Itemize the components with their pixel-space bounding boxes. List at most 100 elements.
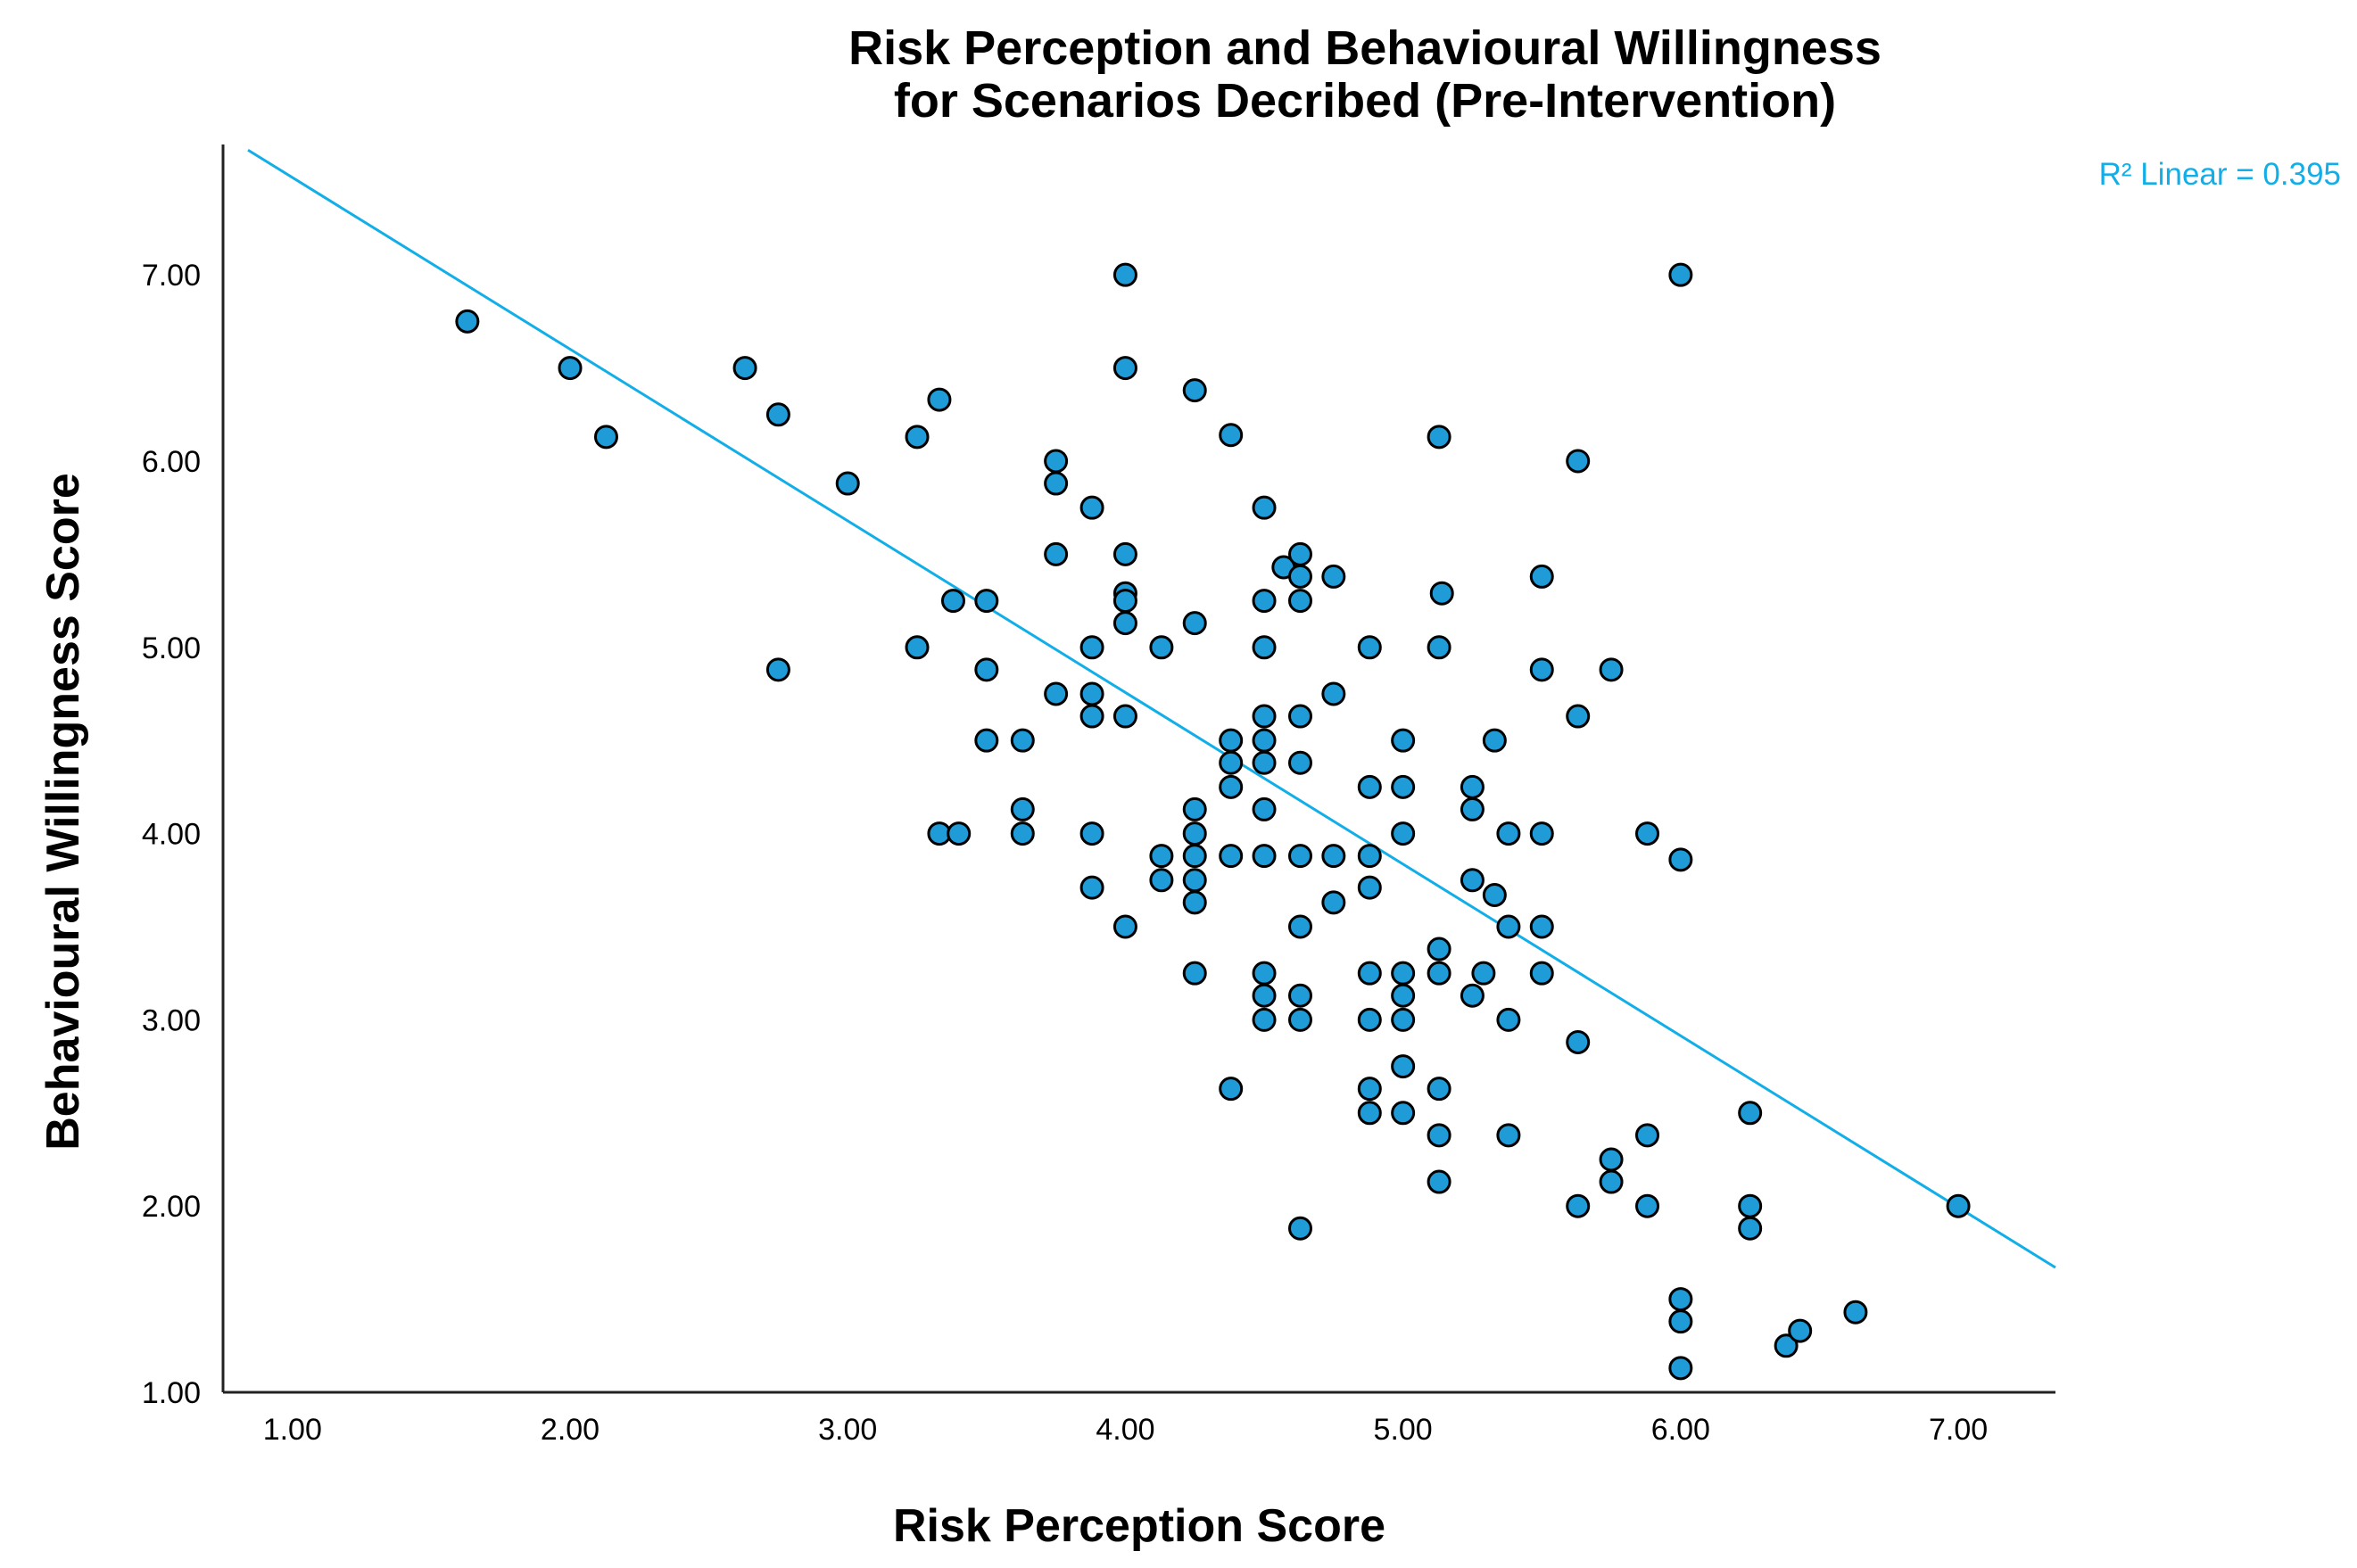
data-point xyxy=(1112,704,1137,729)
data-point xyxy=(1182,890,1207,915)
data-point xyxy=(1496,914,1521,939)
data-point xyxy=(1460,796,1484,821)
data-point xyxy=(1529,821,1554,846)
axes xyxy=(221,144,2055,1394)
data-point xyxy=(1357,774,1382,799)
data-point xyxy=(1079,821,1104,846)
y-tick-label: 7.00 xyxy=(142,259,201,293)
data-point xyxy=(1599,1169,1624,1194)
chart-title-line-2: for Scenarios Decribed (Pre-Intervention… xyxy=(894,74,1836,128)
x-tick-label: 5.00 xyxy=(1374,1413,1433,1447)
x-tick-label: 4.00 xyxy=(1096,1413,1154,1447)
data-point xyxy=(1288,844,1313,869)
data-point xyxy=(1182,611,1207,636)
data-point xyxy=(1219,728,1244,753)
data-point xyxy=(1566,449,1591,474)
data-point xyxy=(1112,541,1137,566)
data-point xyxy=(1529,657,1554,682)
data-point xyxy=(1357,961,1382,986)
data-point xyxy=(1427,635,1451,660)
data-point xyxy=(1288,750,1313,775)
data-point xyxy=(1321,844,1346,869)
data-point xyxy=(1774,1333,1799,1358)
data-point xyxy=(1471,961,1496,986)
fit-line-label: R² Linear = 0.395 xyxy=(2099,157,2341,192)
data-point xyxy=(593,425,618,450)
data-point xyxy=(1668,1309,1693,1334)
data-point xyxy=(1288,914,1313,939)
data-point xyxy=(1460,774,1484,799)
data-point xyxy=(1391,983,1416,1008)
data-point xyxy=(1252,635,1277,660)
data-point xyxy=(1112,356,1137,381)
data-point xyxy=(1668,262,1693,287)
data-point xyxy=(947,821,972,846)
data-point xyxy=(1288,541,1313,566)
data-point xyxy=(1182,378,1207,403)
data-point xyxy=(1252,796,1277,821)
y-axis-title: Behavioural Willingness Score xyxy=(37,473,89,1151)
data-point xyxy=(927,387,952,412)
chart-title-line-1: Risk Perception and Behavioural Willingn… xyxy=(848,21,1881,75)
y-tick-label: 3.00 xyxy=(142,1003,201,1037)
data-point xyxy=(1738,1193,1763,1218)
x-tick-label: 6.00 xyxy=(1651,1413,1710,1447)
data-point xyxy=(1788,1318,1813,1343)
data-point xyxy=(1288,564,1313,589)
data-point xyxy=(1391,821,1416,846)
y-tick-label: 6.00 xyxy=(142,445,201,479)
data-point xyxy=(1391,728,1416,753)
data-point xyxy=(1252,983,1277,1008)
data-point xyxy=(1182,844,1207,869)
y-tick-label: 1.00 xyxy=(142,1376,201,1410)
data-point xyxy=(1599,657,1624,682)
data-point xyxy=(1566,1029,1591,1054)
data-point xyxy=(1357,875,1382,900)
y-tick-label: 5.00 xyxy=(142,631,201,665)
data-point xyxy=(1496,1123,1521,1148)
data-point xyxy=(1010,728,1035,753)
data-point xyxy=(1288,704,1313,729)
data-point xyxy=(1668,1356,1693,1381)
data-point xyxy=(1427,1123,1451,1148)
fit-line xyxy=(247,148,2056,1269)
data-point xyxy=(1427,937,1451,961)
data-point xyxy=(974,589,999,614)
data-point xyxy=(1391,1054,1416,1079)
data-point xyxy=(1391,961,1416,986)
data-point xyxy=(1496,1007,1521,1032)
data-point xyxy=(1149,844,1174,869)
data-point xyxy=(1460,868,1484,893)
data-point xyxy=(1427,425,1451,450)
x-axis-title: Risk Perception Score xyxy=(893,1500,1385,1552)
data-point xyxy=(1427,1169,1451,1194)
data-point xyxy=(1219,1077,1244,1102)
x-tick-label: 2.00 xyxy=(541,1413,600,1447)
x-tick-label: 1.00 xyxy=(263,1413,322,1447)
data-points xyxy=(455,262,1971,1381)
x-tick-labels: 1.00 2.00 3.00 4.00 5.00 6.00 7.00 xyxy=(263,1413,1988,1447)
data-point xyxy=(940,589,965,614)
data-point xyxy=(1288,1007,1313,1032)
data-point xyxy=(1182,796,1207,821)
data-point xyxy=(1843,1300,1868,1325)
data-point xyxy=(1391,1101,1416,1126)
data-point xyxy=(1391,1007,1416,1032)
data-point xyxy=(1321,681,1346,706)
data-point xyxy=(905,425,930,450)
data-point xyxy=(1044,449,1069,474)
data-point xyxy=(1321,564,1346,589)
data-point xyxy=(1635,1193,1660,1218)
data-point xyxy=(1635,821,1660,846)
data-point xyxy=(1044,541,1069,566)
data-point xyxy=(1427,961,1451,986)
data-point xyxy=(1252,750,1277,775)
data-point xyxy=(1079,681,1104,706)
data-point xyxy=(1219,750,1244,775)
data-point xyxy=(1391,774,1416,799)
data-point xyxy=(1079,495,1104,520)
data-point xyxy=(1219,844,1244,869)
data-point xyxy=(1252,961,1277,986)
data-point xyxy=(1738,1216,1763,1241)
data-point xyxy=(1079,635,1104,660)
